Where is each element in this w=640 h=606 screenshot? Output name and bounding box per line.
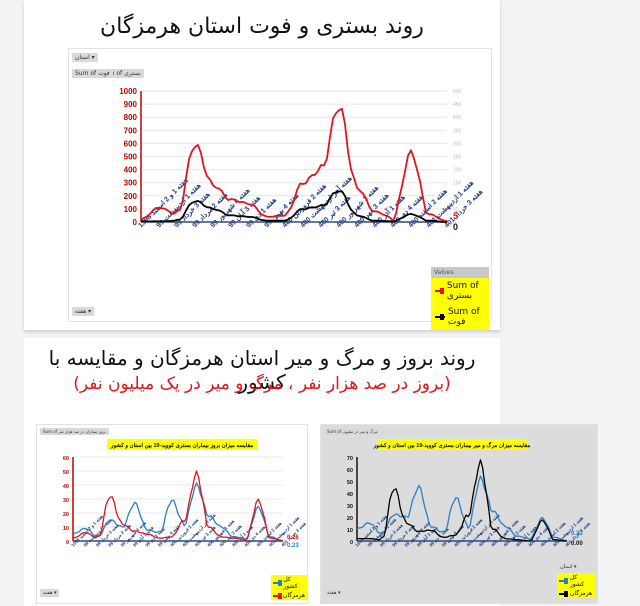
- legend-item-hospitalized: Sum of بستری: [431, 278, 489, 304]
- svg-text:700: 700: [124, 126, 138, 135]
- legend-item-country: کل کشور: [271, 575, 307, 591]
- blue-line-marker-icon: [559, 578, 568, 584]
- svg-text:800: 800: [124, 113, 138, 122]
- mortality-chart-frame: Sum of مرگ و میر در میلیون 0 10 20 30 40 50 60…: [320, 424, 598, 604]
- top-line-chart: 0 100 200 300 400 500 600 700 800 900 1000 0 50 100 15…: [119, 87, 484, 232]
- svg-text:20: 20: [347, 516, 353, 522]
- black-line-marker-icon: [435, 314, 445, 320]
- svg-text:0.00: 0.00: [571, 541, 583, 547]
- svg-text:900: 900: [124, 100, 138, 109]
- blue-line-marker-icon: [273, 580, 283, 586]
- svg-text:60: 60: [63, 456, 69, 462]
- mortality-week-axis-button[interactable]: هفته ▾: [324, 589, 344, 597]
- svg-text:400: 400: [453, 115, 462, 121]
- svg-text:250: 250: [453, 155, 462, 161]
- svg-text:0: 0: [133, 218, 138, 227]
- svg-text:350: 350: [453, 128, 462, 134]
- incidence-chart-frame: Sum of بروز بیماران در صد هزار نفر 0 10 20…: [36, 424, 308, 604]
- svg-text:150: 150: [453, 181, 462, 187]
- svg-text:مقایسه میزان بروز بیماران بستر: مقایسه میزان بروز بیماران بستری کووید-19…: [110, 442, 253, 449]
- bottom-section-subtitle: (بروز در صد هزار نفر ، مرگ و میر در یک م…: [73, 374, 451, 394]
- incidence-field-button[interactable]: Sum of بروز بیماران در صد هزار نفر: [40, 428, 109, 435]
- svg-text:20: 20: [63, 512, 69, 518]
- top-chart-title: روند بستری و فوت استان هرمزگان: [100, 14, 424, 39]
- bottom-section-title: روند بروز و مرگ و میر استان هرمزگان و مق…: [48, 346, 476, 394]
- svg-text:100: 100: [453, 194, 462, 200]
- svg-text:10: 10: [347, 528, 353, 534]
- svg-text:200: 200: [124, 192, 138, 201]
- black-line-marker-icon: [559, 590, 568, 597]
- svg-text:40: 40: [347, 492, 353, 498]
- legend-item-deaths: Sum of فوت: [431, 304, 489, 330]
- svg-text:100: 100: [124, 205, 138, 214]
- hospitalization-deaths-card: روند بستری و فوت استان هرمزگان استان ▾ S…: [24, 0, 500, 330]
- svg-text:70: 70: [347, 456, 353, 462]
- incidence-week-axis-button[interactable]: هفته ▾: [40, 589, 60, 597]
- mortality-field-button[interactable]: Sum of مرگ و میر در میلیون: [324, 428, 381, 435]
- svg-text:مقایسه میزان مرگ و میر بیماران: مقایسه میزان مرگ و میر بیماران بستری کوو…: [373, 441, 531, 449]
- svg-text:5: 5: [453, 211, 458, 221]
- svg-text:0: 0: [453, 220, 456, 226]
- svg-text:0: 0: [66, 540, 69, 546]
- svg-text:10: 10: [63, 526, 69, 532]
- svg-text:0.26: 0.26: [287, 535, 299, 541]
- incidence-legend: کل کشور هرمزگان: [271, 575, 307, 600]
- svg-text:30: 30: [63, 498, 69, 504]
- svg-text:50: 50: [347, 480, 353, 486]
- svg-text:30: 30: [347, 504, 353, 510]
- legend-item-province: هرمزگان: [271, 591, 307, 600]
- red-line-marker-icon: [273, 592, 282, 599]
- svg-text:0.23: 0.23: [571, 531, 583, 537]
- incidence-mortality-card: روند بروز و مرگ و میر استان هرمزگان و مق…: [24, 338, 598, 606]
- svg-text:0: 0: [350, 540, 353, 546]
- mortality-province-filter-button[interactable]: استان ▾: [557, 563, 580, 571]
- red-line-marker-icon: [435, 288, 444, 294]
- svg-text:60: 60: [347, 468, 353, 474]
- legend-header: Values: [431, 267, 489, 278]
- top-chart-legend: Values Sum of بستری Sum of فوت: [431, 267, 489, 330]
- svg-text:0: 0: [453, 222, 458, 232]
- top-chart-frame: استان ▾ Sum of بستری Sum of فوت 0 100 200 3…: [68, 48, 492, 330]
- svg-text:40: 40: [63, 484, 69, 490]
- svg-text:0.23: 0.23: [287, 543, 299, 549]
- week-axis-button[interactable]: هفته ▾: [72, 307, 95, 316]
- svg-text:600: 600: [124, 139, 138, 148]
- svg-text:500: 500: [453, 89, 462, 95]
- svg-text:300: 300: [453, 141, 462, 147]
- svg-text:1000: 1000: [119, 87, 137, 96]
- svg-text:50: 50: [453, 207, 459, 213]
- legend-item-province: هرمزگان: [557, 589, 595, 598]
- svg-text:450: 450: [453, 102, 462, 108]
- svg-text:500: 500: [124, 153, 138, 162]
- svg-text:300: 300: [124, 179, 138, 188]
- svg-text:400: 400: [124, 166, 138, 175]
- svg-text:50: 50: [63, 470, 69, 476]
- mortality-legend: کل کشور هرمزگان: [557, 573, 595, 598]
- svg-text:200: 200: [453, 168, 462, 174]
- province-filter-button[interactable]: استان ▾: [72, 53, 98, 62]
- legend-item-country: کل کشور: [557, 573, 595, 589]
- field-button-deaths[interactable]: Sum of فوت: [72, 69, 113, 78]
